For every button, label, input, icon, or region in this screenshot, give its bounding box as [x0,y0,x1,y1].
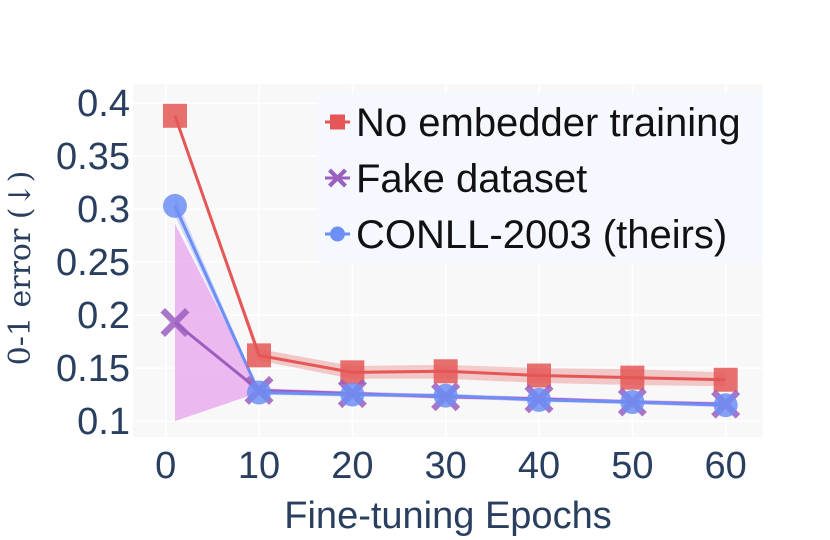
data-point [433,383,458,408]
x-tick-label: 10 [238,445,280,487]
data-point [433,359,458,384]
legend-marker [328,168,347,188]
error-bands [175,113,726,422]
legend-item[interactable]: CONLL-2003 (theirs) [325,213,727,257]
data-point [163,103,187,128]
series-markers [160,103,741,419]
x-tick-label: 60 [705,445,747,487]
y-axis-title: 0-1 error (↓) [3,171,38,366]
legend-label: No embedder training [356,101,741,145]
y-tick-label: 0.2 [77,295,130,337]
y-tick-label: 0.1 [77,401,130,443]
legend-marker [330,226,345,242]
data-point [620,390,645,415]
y-tick-label: 0.25 [56,242,130,284]
data-point [527,387,551,412]
data-point [163,193,187,218]
data-point [160,307,190,338]
x-tick-label: 0 [155,445,176,487]
legend-background [318,93,763,263]
data-point [340,382,365,407]
legend: No embedder training Fake dataset CONLL-20… [318,93,763,263]
x-tick-label: 30 [425,445,467,487]
data-point [620,365,645,390]
y-tick-label: 0.3 [77,189,130,231]
legend-label: CONLL-2003 (theirs) [356,213,727,257]
x-axis-title: Fine-tuning Epochs [284,495,611,537]
data-point [713,367,738,392]
data-point [247,343,271,368]
x-tick-label: 50 [611,445,653,487]
x-tick-label: 40 [518,445,560,487]
y-tick-label: 0.15 [56,348,130,390]
x-axis-ticks: 0 10 20 30 40 50 60 [155,445,747,487]
x-tick-label: 20 [331,445,373,487]
y-tick-label: 0.35 [56,136,130,178]
error-band [175,223,726,422]
legend-label: Fake dataset [356,157,587,201]
y-axis-ticks: 0.1 0.15 0.2 0.25 0.3 0.35 0.4 [56,83,130,443]
data-point [713,393,738,418]
legend-item[interactable]: Fake dataset [325,157,587,201]
data-point [247,380,271,405]
legend-marker [330,114,345,130]
legend-item[interactable]: No embedder training [325,101,741,145]
data-point [527,363,551,388]
y-tick-label: 0.4 [77,83,130,125]
data-point [340,360,365,385]
